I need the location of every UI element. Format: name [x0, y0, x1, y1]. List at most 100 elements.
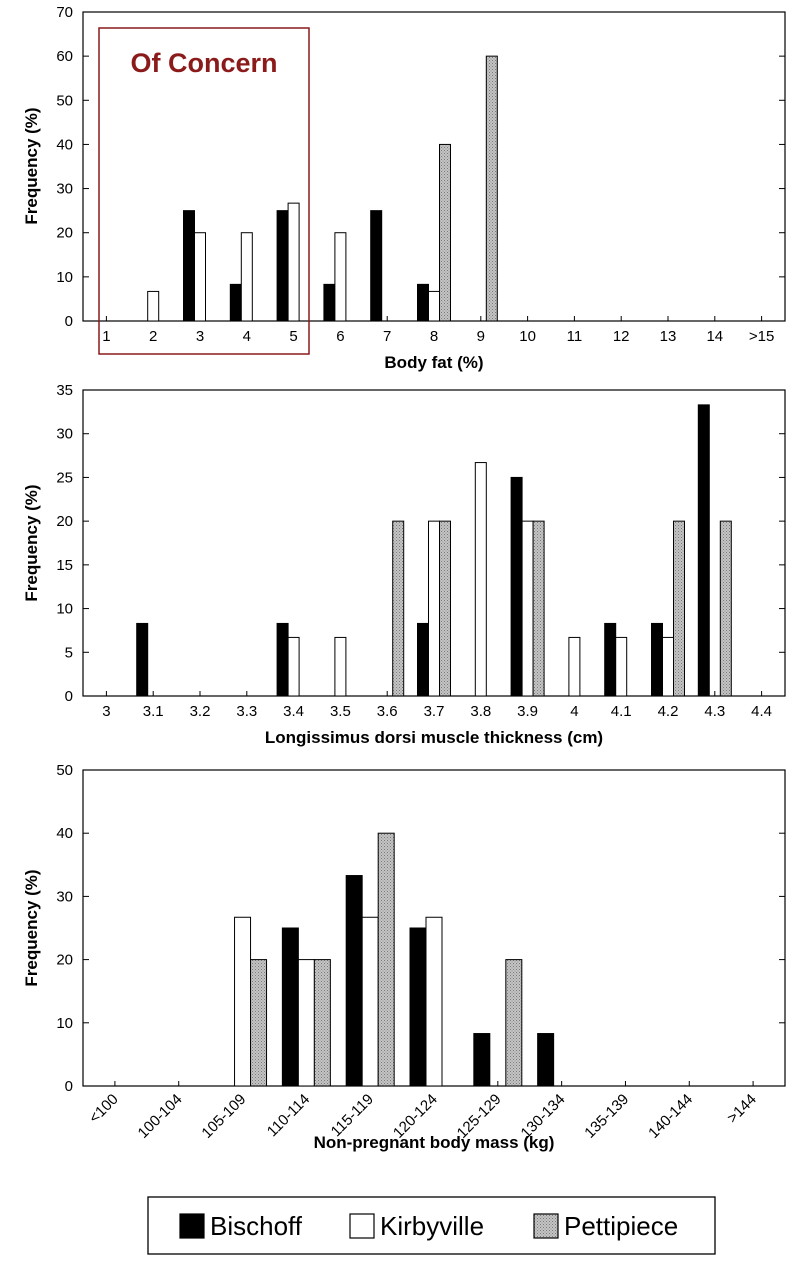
bar-bischoff	[697, 404, 710, 697]
x-tick-label: 4.3	[704, 703, 725, 720]
x-tick-label: 5	[289, 328, 297, 345]
x-tick-label: 8	[430, 328, 438, 345]
y-tick-label: 70	[56, 4, 73, 21]
x-tick-label: 4.2	[658, 703, 679, 720]
bar-kirbyville	[521, 520, 534, 697]
bar-bischoff	[323, 283, 336, 322]
x-axis-label: Longissimus dorsi muscle thickness (cm)	[265, 728, 603, 747]
x-tick-label: 3	[102, 703, 110, 720]
bar-bischoff	[510, 476, 523, 697]
bar-kirbyville	[425, 916, 443, 1087]
x-tick-label: 4	[243, 328, 251, 345]
x-tick-label: 3.2	[190, 703, 211, 720]
x-tick-label: 110-114	[264, 1091, 313, 1140]
bar-kirbyville	[234, 916, 252, 1087]
x-tick-label: 3.5	[330, 703, 351, 720]
y-tick-label: 0	[65, 1078, 73, 1095]
y-axis-label: Frequency (%)	[22, 484, 41, 601]
x-tick-label: >15	[749, 328, 774, 345]
x-tick-label: 13	[660, 328, 677, 345]
y-tick-label: 60	[56, 48, 73, 65]
bar-kirbyville	[194, 232, 206, 322]
x-tick-label: 6	[336, 328, 344, 345]
bar-pettipiece	[250, 959, 268, 1087]
x-tick-label: 7	[383, 328, 391, 345]
bar-pettipiece	[505, 959, 523, 1087]
x-tick-label: 1	[102, 328, 110, 345]
y-tick-label: 10	[56, 601, 73, 618]
x-tick-label: 3.1	[143, 703, 164, 720]
bar-kirbyville	[287, 636, 300, 697]
legend-swatch-bischoff	[179, 1213, 205, 1239]
bar-pettipiece	[719, 520, 732, 697]
y-axis-label: Frequency (%)	[22, 107, 41, 224]
bar-kirbyville	[240, 232, 253, 322]
y-tick-label: 35	[56, 382, 73, 399]
x-tick-label: 105-109	[198, 1091, 249, 1142]
y-tick-label: 25	[56, 469, 73, 486]
x-tick-label: >144	[724, 1091, 760, 1127]
bar-kirbyville	[428, 520, 440, 697]
y-tick-label: 0	[65, 688, 73, 705]
bar-pettipiece	[532, 520, 545, 697]
x-tick-label: 4.4	[751, 703, 772, 720]
bar-pettipiece	[392, 520, 405, 697]
x-tick-label: 10	[519, 328, 536, 345]
y-tick-label: 30	[56, 181, 73, 198]
bar-pettipiece	[673, 520, 685, 697]
legend-label-pettipiece: Pettipiece	[564, 1211, 678, 1241]
chart-muscle-thickness: 0 5 10 15 20 25 30 35 3 3.1 3.2 3.3 3.4 3.5 3.6 3.7 3.8 3…	[22, 382, 786, 747]
bar-bischoff	[276, 210, 289, 322]
bar-bischoff	[136, 622, 149, 697]
x-tick-label: 3	[196, 328, 204, 345]
bar-kirbyville	[428, 290, 440, 322]
x-tick-label: 3.7	[424, 703, 445, 720]
bar-kirbyville	[662, 636, 674, 697]
x-tick-label: 12	[613, 328, 630, 345]
x-axis-label: Non-pregnant body mass (kg)	[314, 1133, 555, 1152]
bar-bischoff	[281, 927, 299, 1087]
x-tick-label: 100-104	[135, 1091, 186, 1142]
x-tick-label: 3.3	[236, 703, 257, 720]
x-tick-label: 9	[477, 328, 485, 345]
y-axis-label: Frequency (%)	[22, 869, 41, 986]
x-tick-label: 4.1	[611, 703, 632, 720]
y-tick-label: 20	[56, 225, 73, 242]
y-tick-label: 30	[56, 888, 73, 905]
y-tick-label: 30	[56, 426, 73, 443]
x-tick-label: 140-144	[645, 1091, 696, 1142]
x-axis-label: Body fat (%)	[384, 353, 483, 372]
y-tick-label: 15	[56, 557, 73, 574]
y-tick-label: 20	[56, 513, 73, 530]
bar-kirbyville	[361, 916, 379, 1087]
x-tick-label: 11	[567, 328, 583, 345]
x-tick-label: 3.9	[517, 703, 538, 720]
x-tick-label: 4	[570, 703, 578, 720]
bar-bischoff	[183, 210, 195, 322]
bar-kirbyville	[474, 462, 487, 697]
bar-kirbyville	[297, 959, 315, 1087]
legend-frame	[147, 1196, 716, 1255]
y-tick-label: 0	[65, 313, 73, 330]
bar-pettipiece	[485, 55, 498, 322]
x-tick-label: 3.8	[470, 703, 491, 720]
bar-kirbyville	[615, 636, 628, 697]
y-tick-label: 40	[56, 825, 73, 842]
legend-label-bischoff: Bischoff	[210, 1211, 303, 1241]
y-tick-label: 10	[56, 269, 73, 286]
bar-bischoff	[409, 927, 427, 1087]
bar-kirbyville	[334, 636, 347, 697]
bar-bischoff	[345, 875, 363, 1087]
bar-pettipiece	[313, 959, 331, 1087]
y-tick-label: 40	[56, 136, 73, 153]
bar-bischoff	[473, 1033, 491, 1087]
bar-bischoff	[276, 622, 289, 697]
x-tick-label: 135-139	[581, 1091, 632, 1142]
x-tick-label: 2	[149, 328, 157, 345]
bar-bischoff	[417, 622, 429, 697]
x-tick-label: 3.4	[283, 703, 304, 720]
bar-bischoff	[417, 283, 429, 322]
legend-label-kirbyville: Kirbyville	[380, 1211, 484, 1241]
